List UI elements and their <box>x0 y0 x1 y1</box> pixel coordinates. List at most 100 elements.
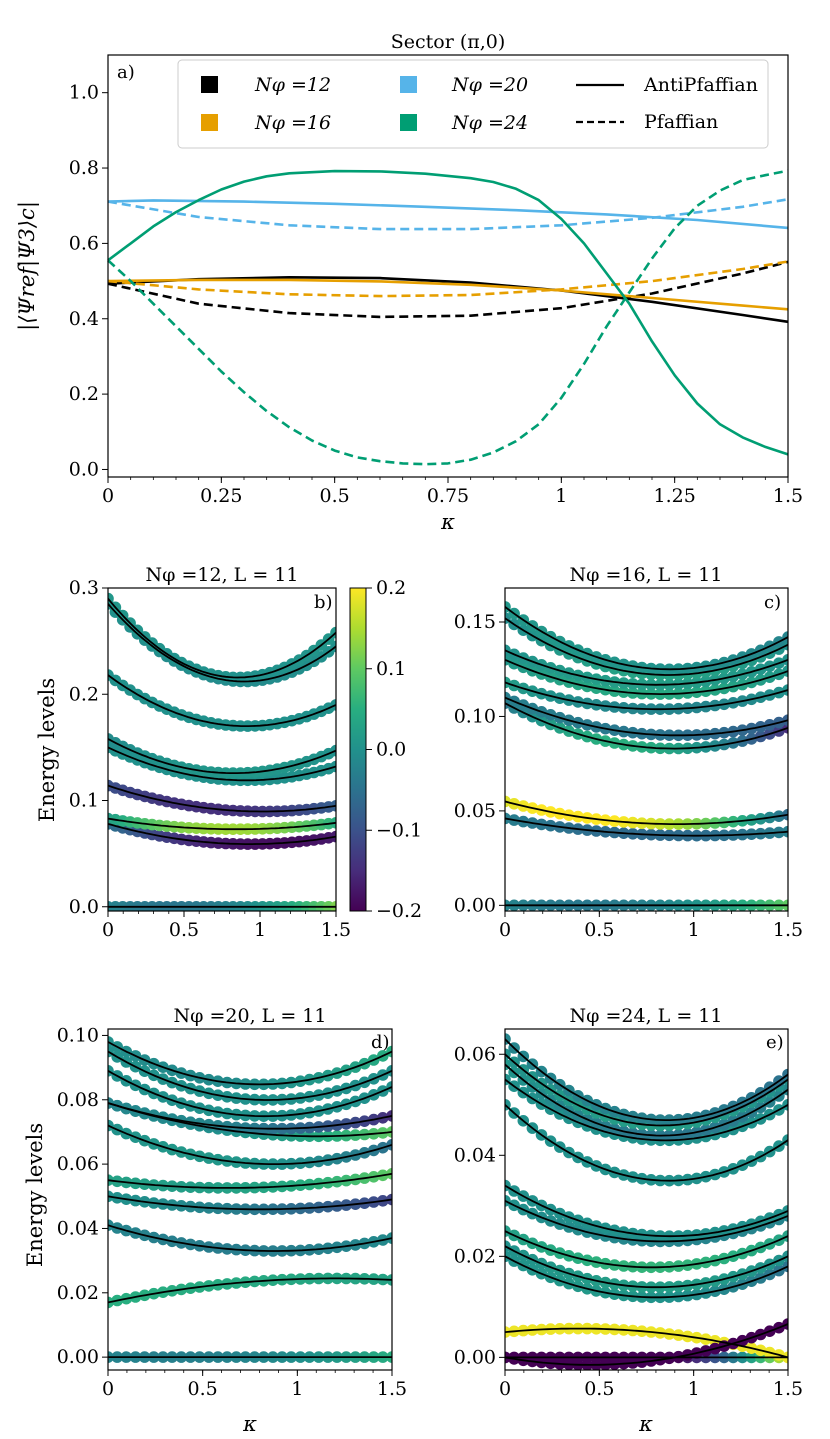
panel-b-ticks: 0 0.5 1 1.5 0.0 0.1 0.2 0.3 <box>69 577 351 941</box>
x-tick-label: 0.5 <box>320 485 350 507</box>
fit-line-7 <box>505 649 788 686</box>
fit-line-10 <box>505 1063 788 1137</box>
panel-d-xlabel: κ <box>242 1412 257 1436</box>
colorbar-tick-label: 0.2 <box>376 577 406 599</box>
panel-e-fit-lines <box>505 1038 788 1366</box>
panel-d-fit-lines <box>108 1041 392 1358</box>
fit-line-3 <box>505 1255 788 1299</box>
fit-line-11 <box>505 1053 788 1127</box>
x-tick-label: 0.25 <box>200 485 242 507</box>
series-line-4 <box>107 199 789 230</box>
y-tick-label: 0.1 <box>69 790 99 812</box>
panel-a-letter: a) <box>117 62 135 83</box>
panel-a-plot: 0 0.25 0.5 0.75 1 1.25 1.5 0.0 0.2 0.4 0.6 0.8 1.0 <box>69 82 803 507</box>
panel-a-ticks: 0 0.25 0.5 0.75 1 1.25 1.5 0.0 0.2 0.4 0.6 0.8 1.0 <box>69 82 803 507</box>
panel-d-letter: d) <box>371 1032 390 1053</box>
panel-c: Nφ =16, L = 11 0 0.5 1 1.50.000.050.100.15 … <box>454 564 803 941</box>
colorbar: 0.2 0.1 0.0 −0.1 −0.2 <box>349 577 422 922</box>
fit-line-7 <box>108 603 336 683</box>
legend-label-12: Nφ =12 <box>254 74 331 96</box>
panel-b-letter: b) <box>314 592 333 613</box>
panel-e-plot: 0 0.5 1 1.5 0.00 0.02 0.04 0.06 <box>454 1033 803 1400</box>
x-tick-label: 1 <box>688 919 700 941</box>
series-line-7 <box>107 169 789 466</box>
energy-point <box>505 1033 511 1045</box>
x-tick-label: 1.5 <box>773 919 803 941</box>
panel-e: Nφ =24, L = 11 0 0.5 1 1.50.000.020.040.06 … <box>454 1005 803 1436</box>
panel-a-xlabel: κ <box>440 510 455 534</box>
y-tick-label: 0.00 <box>57 1346 99 1368</box>
fit-line-6 <box>505 1199 788 1243</box>
y-tick-label: 0.05 <box>454 800 496 822</box>
x-tick-label: 1 <box>291 1378 303 1400</box>
colorbar-tick-label: 0.0 <box>376 739 406 761</box>
x-tick-label: 0.5 <box>584 919 614 941</box>
legend-swatch-16 <box>201 114 218 131</box>
panel-a-legend: Nφ =12 Nφ =16 Nφ =20 Nφ =24 AntiPfaffian… <box>177 59 769 149</box>
fit-line-7 <box>505 1184 788 1238</box>
panel-e-xlabel: κ <box>638 1412 653 1436</box>
colorbar-gradient <box>349 587 367 912</box>
panel-b-frame <box>107 587 337 912</box>
y-tick-label: 0.02 <box>57 1282 99 1304</box>
legend-swatch-24 <box>400 114 417 131</box>
fit-line-8 <box>108 1070 392 1118</box>
fit-line-7 <box>108 1102 392 1130</box>
panel-e-frame <box>504 1028 789 1371</box>
panel-c-fit-lines <box>505 606 788 907</box>
series-line-3 <box>107 260 789 298</box>
fit-line-3 <box>505 702 788 750</box>
y-tick-label: 0.2 <box>69 683 99 705</box>
legend-label-24: Nφ =24 <box>451 112 528 134</box>
fit-line-4 <box>108 746 336 782</box>
panel-b-title: Nφ =12, L = 11 <box>146 564 299 586</box>
series-line-2 <box>107 278 789 311</box>
panel-d-plot: 0 0.5 1 1.5 0.00 0.02 0.04 0.06 0.08 0.10 <box>57 1024 407 1400</box>
panel-c-letter: c) <box>764 592 781 613</box>
y-tick-label: 0.6 <box>69 232 99 254</box>
energy-point <box>782 1318 788 1330</box>
fit-line-5 <box>108 738 336 774</box>
fit-line-4 <box>505 696 788 737</box>
legend-label-antipfaffian: AntiPfaffian <box>643 74 758 96</box>
y-tick-label: 0.8 <box>69 157 99 179</box>
fit-line-4 <box>505 1245 788 1289</box>
panel-e-title: Nφ =24, L = 11 <box>570 1005 723 1027</box>
fit-line-10 <box>108 1041 392 1086</box>
energy-point <box>782 1205 788 1217</box>
series-line-6 <box>107 169 789 456</box>
fit-line-1 <box>108 1277 392 1304</box>
y-tick-label: 1.0 <box>69 82 99 104</box>
y-tick-label: 0.08 <box>57 1089 99 1111</box>
fit-line-5 <box>505 1230 788 1269</box>
panel-c-plot: 0 0.5 1 1.5 0.00 0.05 0.10 0.15 <box>454 601 803 941</box>
y-tick-label: 0.15 <box>454 611 496 633</box>
panel-c-levels <box>505 601 788 911</box>
energy-level-3 <box>108 779 336 818</box>
panel-c-title: Nφ =16, L = 11 <box>570 564 723 586</box>
x-tick-label: 1 <box>688 1378 700 1400</box>
panel-b-ylabel: Energy levels <box>35 678 59 822</box>
panel-e-ticks: 0 0.5 1 1.5 0.00 0.02 0.04 0.06 <box>454 1043 803 1400</box>
x-tick-label: 1.5 <box>773 1378 803 1400</box>
energy-point <box>782 665 788 677</box>
legend-label-pfaffian: Pfaffian <box>644 111 718 133</box>
panel-b-plot: 0 0.5 1 1.5 0.0 0.1 0.2 0.3 <box>69 577 351 941</box>
panel-a-frame <box>107 54 789 478</box>
colorbar-tick-label: −0.2 <box>376 900 422 922</box>
colorbar-tick-label: −0.1 <box>376 819 422 841</box>
panel-d-levels <box>108 1036 392 1363</box>
panel-e-letter: e) <box>766 1032 784 1053</box>
x-tick-label: 0 <box>499 1378 511 1400</box>
x-tick-label: 1 <box>555 485 567 507</box>
fit-line-2 <box>108 1224 392 1252</box>
panel-b-fit-lines <box>108 598 336 908</box>
x-tick-label: 0.5 <box>584 1378 614 1400</box>
x-tick-label: 1.5 <box>773 485 803 507</box>
fit-line-5 <box>505 681 788 711</box>
legend-label-16: Nφ =16 <box>254 112 331 134</box>
y-tick-label: 0.00 <box>454 1346 496 1368</box>
panel-b: Nφ =12, L = 11 0 0.5 1 1.5 0.0 0.1 0.2 0.3 b) E… <box>35 564 422 941</box>
series-line-1 <box>107 260 789 319</box>
fit-line-6 <box>108 674 336 727</box>
